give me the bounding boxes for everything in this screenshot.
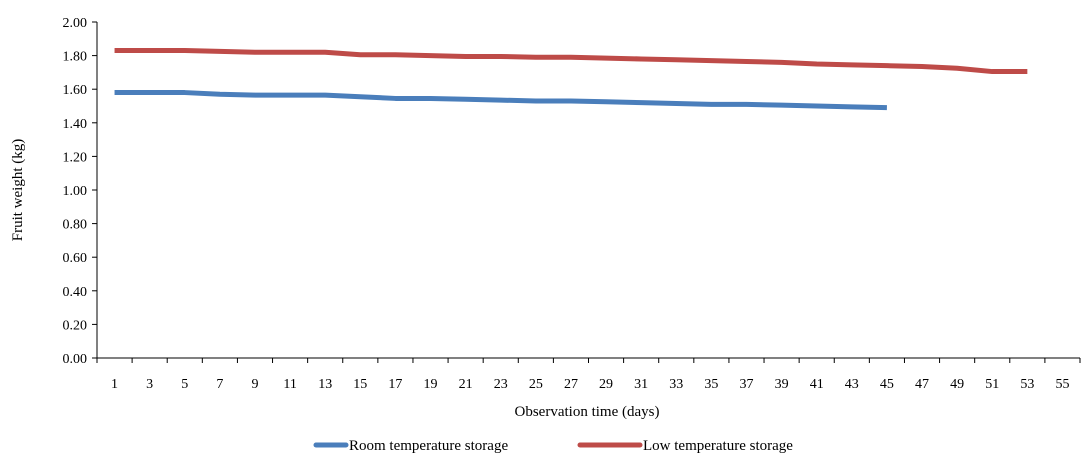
x-tick-label: 33 [669, 377, 683, 392]
x-tick-label: 27 [564, 377, 578, 392]
x-tick-label: 51 [985, 377, 999, 392]
x-tick-label: 19 [424, 377, 438, 392]
legend: Room temperature storage Low temperature … [313, 438, 793, 454]
x-tick-label: 13 [318, 377, 332, 392]
x-tick-label: 45 [880, 377, 894, 392]
y-tick-label: 1.80 [63, 50, 88, 65]
legend-label-2: Low temperature storage [643, 438, 793, 454]
x-tick-label: 55 [1055, 377, 1069, 392]
x-tick-label: 23 [494, 377, 508, 392]
y-tick-label: 1.00 [63, 184, 88, 199]
y-tick-label: 0.60 [63, 251, 88, 266]
y-tick-label: 0.20 [63, 318, 88, 333]
x-tick-label: 25 [529, 377, 543, 392]
tick-labels: 0.00 0.20 0.40 0.60 0.80 1.00 1.20 1.40 1.60 1.80… [63, 16, 1070, 392]
y-tick-label: 0.80 [63, 218, 88, 233]
x-tick-label: 39 [775, 377, 789, 392]
x-tick-label: 29 [599, 377, 613, 392]
x-tick-label: 41 [810, 377, 824, 392]
y-tick-label: 2.00 [63, 16, 88, 31]
x-tick-label: 9 [251, 377, 258, 392]
y-axis-title: Fruit weight (kg) [10, 139, 26, 242]
axes [92, 21, 1081, 363]
plot-area [114, 48, 1028, 111]
y-tick-label: 1.60 [63, 83, 88, 98]
x-tick-label: 21 [459, 377, 473, 392]
x-tick-label: 31 [634, 377, 648, 392]
series-line-1 [114, 90, 887, 111]
series-line-2 [114, 48, 1028, 75]
y-tick-label: 0.00 [63, 352, 88, 367]
x-tick-label: 15 [353, 377, 367, 392]
x-tick-label: 11 [283, 377, 296, 392]
x-tick-label: 37 [739, 377, 753, 392]
x-tick-label: 53 [1020, 377, 1034, 392]
y-tick-label: 1.40 [63, 117, 88, 132]
x-tick-label: 43 [845, 377, 859, 392]
x-tick-label: 17 [388, 377, 402, 392]
x-tick-label: 1 [111, 377, 118, 392]
y-tick-label: 0.40 [63, 285, 88, 300]
y-tick-label: 1.20 [63, 150, 88, 165]
x-axis-title: Observation time (days) [515, 404, 660, 420]
x-tick-label: 47 [915, 377, 929, 392]
legend-label-1: Room temperature storage [349, 438, 508, 454]
x-tick-label: 3 [146, 377, 153, 392]
x-tick-label: 35 [704, 377, 718, 392]
x-tick-label: 5 [181, 377, 188, 392]
x-tick-label: 49 [950, 377, 964, 392]
x-tick-label: 7 [216, 377, 223, 392]
